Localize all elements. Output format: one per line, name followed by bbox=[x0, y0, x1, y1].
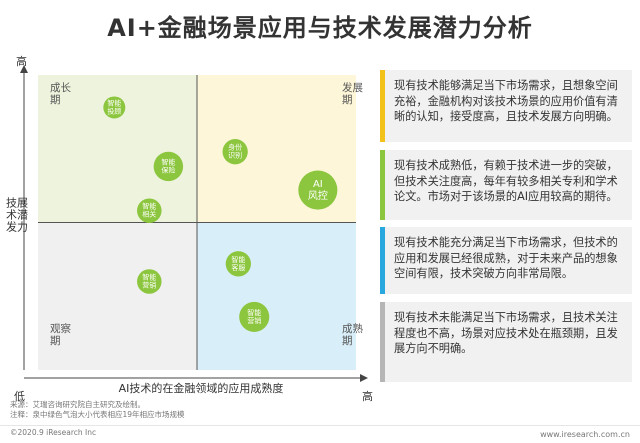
page-title: AI+金融场景应用与技术发展潜力分析 bbox=[107, 14, 533, 42]
card-color-bar bbox=[380, 70, 385, 142]
footer-source: 来源：艾瑞咨询研究院自主研究及绘制。 bbox=[10, 400, 145, 409]
footer-divider bbox=[0, 425, 640, 426]
quadrant-label-bottom-left: 观察 bbox=[50, 322, 71, 335]
bubble-6 bbox=[137, 269, 162, 294]
bubble-5 bbox=[225, 251, 251, 277]
bubble-4 bbox=[298, 170, 338, 210]
description-card: 现有技术能够满足当下市场需求，且想象空间充裕，金融机构对该技术场景的应用价值有清… bbox=[380, 70, 632, 142]
description-card: 现有技术能充分满足当下市场需求，但技术的应用和发展已经很成熟，对于未来产品的想象… bbox=[380, 227, 632, 294]
y-axis-title: 技术发展潜力 bbox=[6, 197, 28, 234]
quadrant-label-bottom-right: 成熟 bbox=[342, 322, 363, 335]
card-text: 现有技术能够满足当下市场需求，且想象空间充裕，金融机构对该技术场景的应用价值有清… bbox=[394, 79, 618, 123]
footer-note: 注释：泉中绿色气泡大小代表相应19年相应市场规模 bbox=[10, 410, 185, 419]
y-axis-title-char: 力 bbox=[17, 221, 28, 234]
bubble-label-1: 智能 bbox=[161, 157, 175, 166]
bubble-label-5: 智能 bbox=[231, 255, 245, 264]
bubble-label-0: 投顾 bbox=[107, 106, 121, 115]
footer-copyright: ©2020.9 iResearch Inc bbox=[10, 428, 97, 437]
y-axis-title-char: 技 bbox=[6, 197, 17, 210]
bubble-label-2: 识别 bbox=[228, 151, 242, 160]
quadrant-label-bottom-right: 期 bbox=[342, 335, 353, 347]
y-axis-title-char: 术 bbox=[6, 209, 17, 222]
card-text: 现有技术能充分满足当下市场需求，但技术的应用和发展已经很成熟，对于未来产品的想象… bbox=[394, 236, 618, 280]
y-axis-arrow bbox=[20, 65, 28, 73]
x-axis-high-label: 高 bbox=[362, 389, 373, 403]
bubble-label-1: 保险 bbox=[161, 165, 175, 174]
x-axis-arrow bbox=[360, 374, 368, 382]
quadrant-label-top-left: 成长 bbox=[50, 82, 71, 94]
bubble-label-4: AI bbox=[313, 179, 323, 190]
bubble-label-7: 智能 bbox=[247, 308, 261, 317]
bubble-label-2: 身份 bbox=[228, 143, 242, 152]
y-axis-title-char: 展 bbox=[17, 197, 28, 210]
bubble-label-6: 营销 bbox=[142, 281, 156, 290]
quadrant-bottom-left bbox=[38, 222, 197, 370]
card-text: 现有技术未能满足当下市场需求，且技术关注程度也不高，场景对应技术处在瓶颈期，且发… bbox=[394, 311, 618, 355]
card-color-bar bbox=[380, 227, 385, 294]
y-axis-high-label: 高 bbox=[16, 54, 27, 68]
y-axis-title-char: 发 bbox=[6, 220, 17, 234]
bubble-label-5: 客服 bbox=[231, 263, 245, 272]
quadrant-label-top-left: 期 bbox=[50, 94, 61, 106]
quadrant-label-bottom-left: 期 bbox=[50, 335, 61, 347]
bubble-label-0: 智能 bbox=[107, 98, 121, 107]
bubble-3 bbox=[137, 198, 162, 223]
bubble-label-7: 营销 bbox=[247, 316, 261, 325]
bubble-7 bbox=[239, 301, 270, 332]
card-text: 现有技术成熟低，有赖于技术进一步的突破，但技术关注度高，每年有较多相关专利和学术… bbox=[394, 159, 618, 203]
bubble-0 bbox=[103, 96, 126, 119]
description-card: 现有技术未能满足当下市场需求，且技术关注程度也不高，场景对应技术处在瓶颈期，且发… bbox=[380, 302, 632, 382]
bubble-2 bbox=[222, 139, 248, 165]
x-axis-title: AI技术的在金融领域的应用成熟度 bbox=[119, 381, 284, 395]
quadrant-bottom-right bbox=[197, 222, 356, 370]
quadrant-label-top-right: 发展 bbox=[342, 81, 363, 94]
footer-website: www.iresearch.com.cn bbox=[540, 430, 630, 439]
card-color-bar bbox=[380, 302, 385, 382]
quadrant-label-top-right: 期 bbox=[342, 94, 353, 106]
bubble-label-6: 智能 bbox=[142, 273, 156, 282]
y-axis-title-char: 潜 bbox=[17, 208, 28, 222]
bubble-label-4: 风控 bbox=[308, 189, 328, 202]
bubble-label-3: 相关 bbox=[142, 210, 156, 219]
x-axis-low-label: 低 bbox=[14, 390, 25, 403]
card-color-bar bbox=[380, 150, 385, 220]
description-card: 现有技术成熟低，有赖于技术进一步的突破，但技术关注度高，每年有较多相关专利和学术… bbox=[380, 150, 632, 220]
bubble-1 bbox=[153, 151, 184, 182]
bubble-label-3: 智能 bbox=[142, 202, 156, 211]
